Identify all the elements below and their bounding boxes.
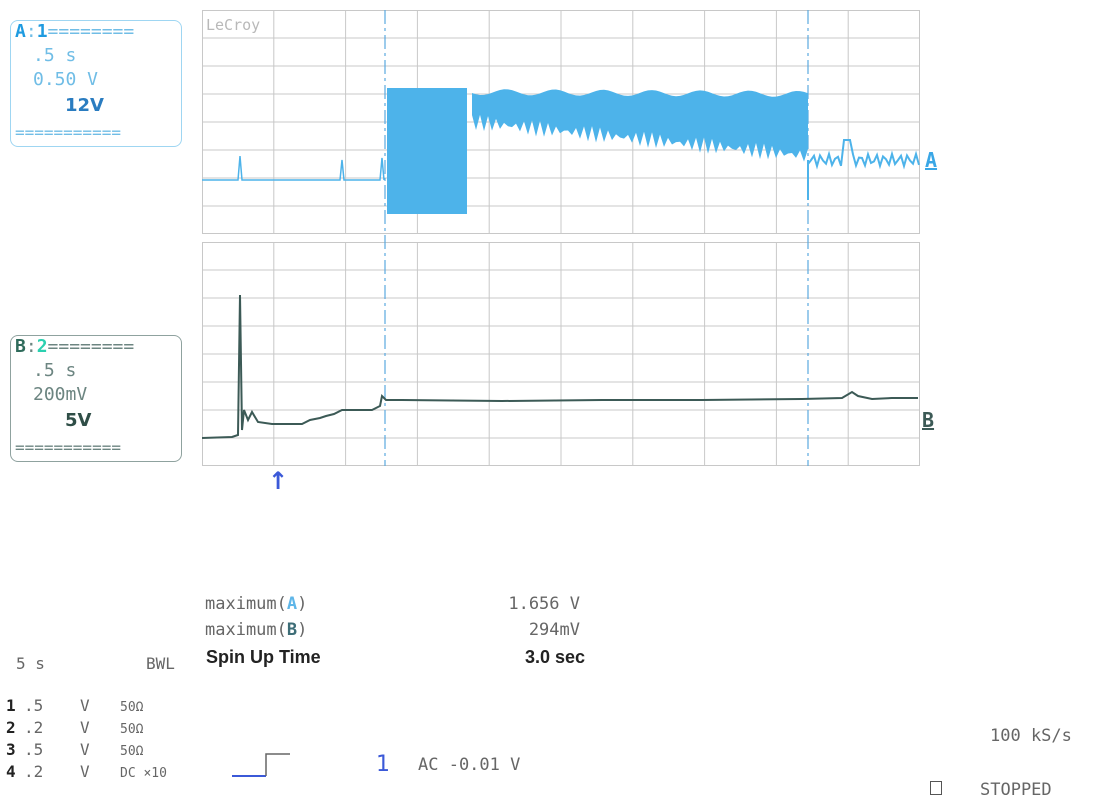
channel-a-name: 12V	[65, 95, 104, 116]
trace-a-marker[interactable]: A	[925, 148, 938, 172]
trace-a-envelope	[472, 89, 808, 162]
trigger-slope-icon[interactable]	[232, 750, 292, 780]
channel-settings-row[interactable]: 2.2 V 50Ω	[6, 718, 144, 737]
channel-b-scale: 200mV	[33, 384, 88, 405]
trigger-settings[interactable]: AC -0.01 V	[418, 755, 521, 775]
channel-a-number: 1	[36, 21, 48, 42]
channel-a-timebase: .5 s	[33, 45, 77, 66]
channel-b-label: B	[15, 336, 26, 357]
trace-b-marker[interactable]: B	[922, 408, 935, 432]
channel-a-label: A	[15, 21, 26, 42]
trigger-source[interactable]: 1	[376, 752, 390, 777]
sample-rate-readout: 100 kS/s	[990, 726, 1072, 746]
scope-display[interactable]	[202, 10, 920, 466]
trace-a	[202, 155, 385, 181]
channel-b-header: B:2========	[15, 336, 135, 357]
channel-settings-row[interactable]: 1.5 V 50Ω	[6, 696, 144, 715]
trace-a-tail	[807, 139, 920, 170]
trigger-position-arrow-icon[interactable]: ↑	[268, 467, 289, 495]
brand-logo: LeCroy	[206, 16, 261, 34]
timebase-readout[interactable]: 5 s	[16, 654, 45, 673]
trace-a-burst	[387, 88, 467, 214]
channel-a-scale: 0.50 V	[33, 69, 99, 90]
spin-up-value: 3.0 sec	[524, 647, 585, 667]
measurement-label-b: maximum(B)	[205, 620, 308, 640]
measurement-value-b: 294mV	[528, 620, 580, 640]
spin-up-label: Spin Up Time	[206, 647, 321, 667]
measurement-value-a: 1.656 V	[508, 594, 580, 614]
channel-b-number: 2	[36, 336, 48, 357]
scope-grid	[202, 10, 920, 466]
channel-b-divider: ===========	[15, 438, 121, 457]
channel-settings-row[interactable]: 4.2 V DC ×10	[6, 762, 167, 781]
channel-b-info[interactable]: B:2======== .5 s 200mV 5V ===========	[10, 335, 182, 462]
channel-b-timebase: .5 s	[33, 360, 77, 381]
measurement-label-a: maximum(A)	[205, 594, 308, 614]
channel-settings-row[interactable]: 3.5 V 50Ω	[6, 740, 144, 759]
run-state-label[interactable]: STOPPED	[980, 780, 1052, 800]
bandwidth-limit-indicator[interactable]: BWL	[146, 654, 175, 673]
channel-a-divider: ===========	[15, 123, 121, 142]
channel-a-info[interactable]: A:1======== .5 s 0.50 V 12V ===========	[10, 20, 182, 147]
trace-b	[202, 294, 918, 439]
channel-b-name: 5V	[65, 410, 92, 431]
run-state-icon[interactable]	[930, 781, 942, 795]
channel-a-header: A:1========	[15, 21, 135, 42]
